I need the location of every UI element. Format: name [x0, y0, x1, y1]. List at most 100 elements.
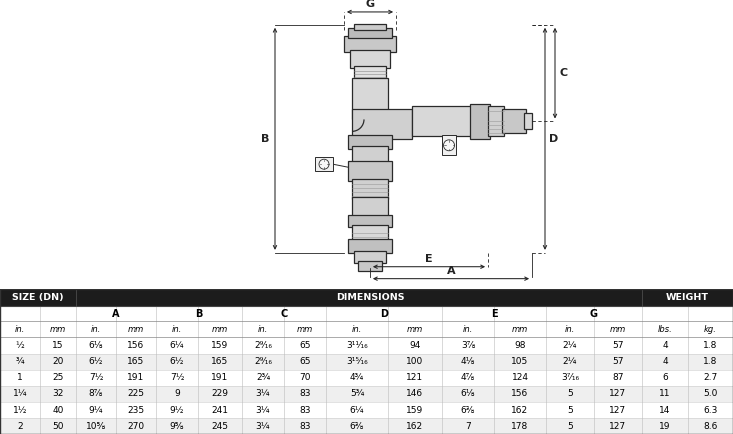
Text: 127: 127 [609, 405, 627, 414]
Text: 25: 25 [52, 373, 64, 382]
Text: D: D [549, 134, 559, 144]
Bar [354, 251, 386, 263]
Text: 2¼: 2¼ [563, 357, 577, 366]
Bar [352, 197, 388, 217]
Text: 32: 32 [52, 389, 64, 398]
Text: 83: 83 [299, 389, 311, 398]
Text: in.: in. [258, 325, 268, 334]
Bar [502, 109, 526, 133]
Text: 9¼: 9¼ [89, 405, 103, 414]
Bar [352, 179, 388, 199]
Text: 6½: 6½ [170, 357, 184, 366]
Text: 94: 94 [409, 341, 421, 350]
Text: 65: 65 [299, 357, 311, 366]
Text: 165: 165 [128, 357, 144, 366]
Bar [0, 337, 733, 354]
Text: 7: 7 [465, 422, 471, 431]
Bar [488, 106, 504, 136]
Bar [352, 146, 388, 164]
Text: 11: 11 [659, 389, 671, 398]
Text: 156: 156 [512, 389, 528, 398]
Text: E: E [425, 254, 432, 264]
Text: DIMENSIONS: DIMENSIONS [336, 293, 405, 302]
Text: 83: 83 [299, 405, 311, 414]
Text: 5: 5 [567, 405, 573, 414]
Text: in.: in. [15, 325, 25, 334]
Text: 1.8: 1.8 [703, 341, 718, 350]
Text: 9: 9 [174, 389, 180, 398]
Text: 2: 2 [17, 422, 23, 431]
Text: 8.6: 8.6 [703, 422, 718, 431]
Text: 1: 1 [17, 373, 23, 382]
Bar [0, 289, 733, 306]
Text: 1½: 1½ [12, 405, 27, 414]
Bar [0, 402, 733, 418]
Text: SIZE (DN): SIZE (DN) [12, 293, 64, 302]
Text: 6: 6 [662, 373, 668, 382]
Bar [315, 157, 333, 171]
Bar [470, 103, 490, 139]
Text: 4⅞: 4⅞ [461, 373, 475, 382]
Bar [352, 225, 388, 241]
Text: mm: mm [128, 325, 144, 334]
Text: in.: in. [91, 325, 101, 334]
Bar [348, 135, 392, 149]
Text: mm: mm [212, 325, 228, 334]
Text: 191: 191 [211, 373, 229, 382]
Text: 4: 4 [662, 341, 668, 350]
Text: 105: 105 [512, 357, 528, 366]
Text: lbs.: lbs. [658, 325, 672, 334]
Text: E: E [490, 309, 497, 319]
Text: in.: in. [352, 325, 362, 334]
Text: 65: 65 [299, 341, 311, 350]
Text: B: B [195, 309, 203, 319]
Bar [442, 135, 456, 155]
Text: 9⅝: 9⅝ [170, 422, 184, 431]
Text: 159: 159 [406, 405, 424, 414]
Text: C: C [281, 309, 287, 319]
Text: 5¾: 5¾ [350, 389, 364, 398]
Text: A: A [446, 266, 455, 276]
Text: C: C [559, 68, 567, 78]
Text: A: A [112, 309, 119, 319]
Text: 83: 83 [299, 422, 311, 431]
Text: 159: 159 [211, 341, 229, 350]
Text: 2.7: 2.7 [704, 373, 718, 382]
Text: 178: 178 [512, 422, 528, 431]
Text: kg.: kg. [704, 325, 717, 334]
Bar [348, 215, 392, 227]
Bar [348, 28, 392, 38]
Text: 225: 225 [128, 389, 144, 398]
Text: 2¼: 2¼ [563, 341, 577, 350]
Text: 6⅛: 6⅛ [461, 389, 475, 398]
Text: 127: 127 [609, 389, 627, 398]
Text: 7½: 7½ [89, 373, 103, 382]
Text: 3¼: 3¼ [256, 422, 270, 431]
Text: 14: 14 [659, 405, 671, 414]
Text: 6⅜: 6⅜ [350, 422, 364, 431]
Text: 8⅞: 8⅞ [89, 389, 103, 398]
Text: 1¼: 1¼ [12, 389, 27, 398]
Text: 3¼: 3¼ [256, 405, 270, 414]
Text: 100: 100 [406, 357, 424, 366]
Text: mm: mm [407, 325, 423, 334]
Text: 2¾: 2¾ [256, 373, 270, 382]
Text: 6¼: 6¼ [350, 405, 364, 414]
Text: 121: 121 [406, 373, 424, 382]
Text: B: B [261, 134, 269, 144]
Circle shape [443, 140, 454, 151]
Text: 4: 4 [662, 357, 668, 366]
Text: ¾: ¾ [15, 357, 24, 366]
Bar [344, 36, 396, 52]
Circle shape [319, 159, 329, 169]
Text: 245: 245 [212, 422, 229, 431]
Text: 229: 229 [212, 389, 229, 398]
Text: 156: 156 [128, 341, 144, 350]
Text: 6.3: 6.3 [703, 405, 718, 414]
Text: 127: 127 [609, 422, 627, 431]
Text: 15: 15 [52, 341, 64, 350]
Text: 98: 98 [515, 341, 526, 350]
Text: 124: 124 [512, 373, 528, 382]
Text: mm: mm [297, 325, 313, 334]
Text: 3⁷⁄₁₆: 3⁷⁄₁₆ [561, 373, 579, 382]
